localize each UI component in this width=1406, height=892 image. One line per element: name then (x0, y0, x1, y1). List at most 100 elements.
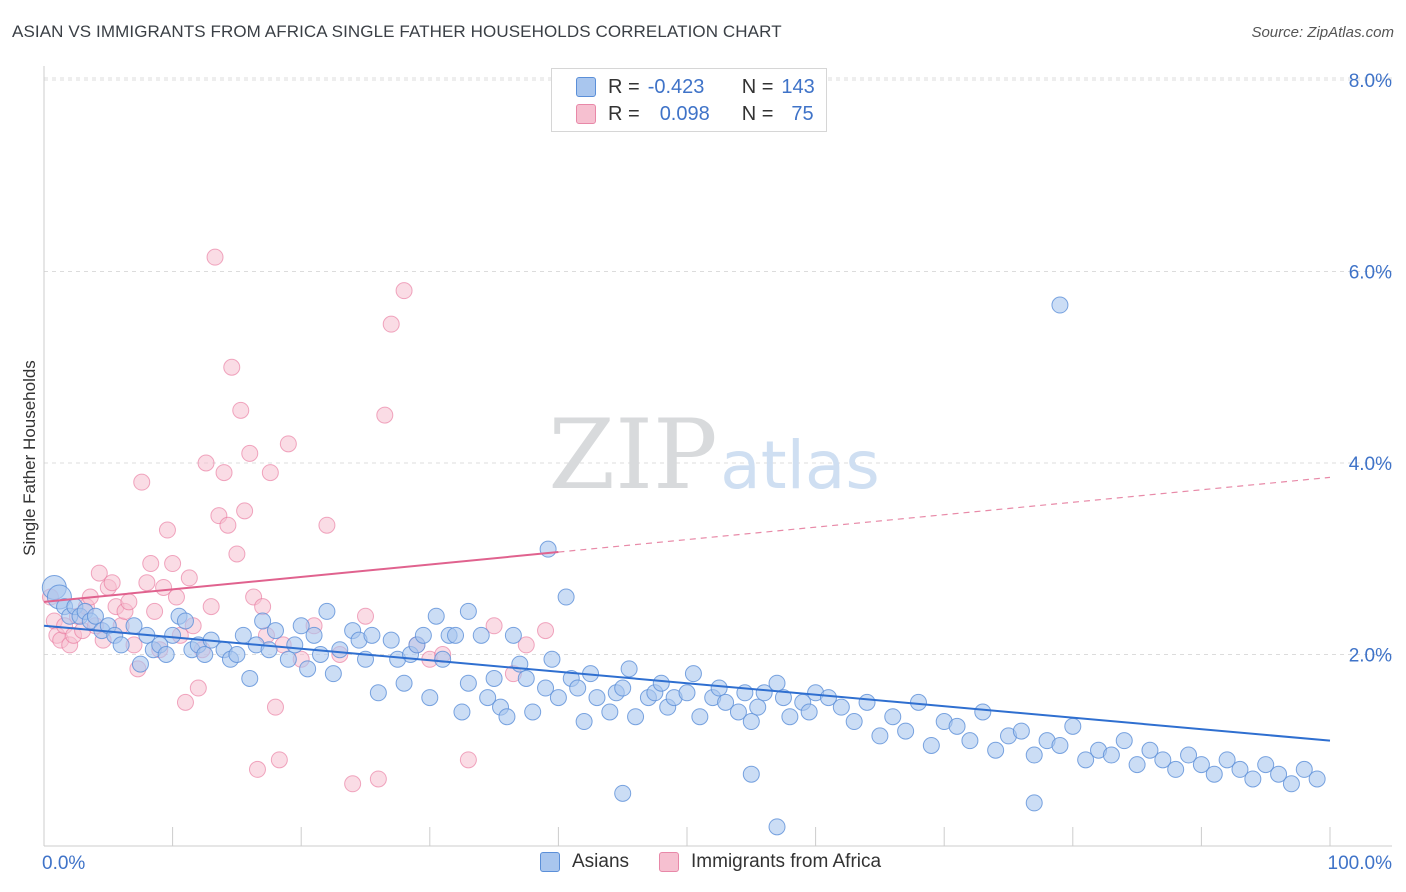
source-label: Source: ZipAtlas.com (1251, 24, 1394, 41)
data-point-asians (961, 732, 979, 750)
data-point-asians (691, 708, 709, 726)
data-point-asians (299, 660, 317, 678)
data-point-asians (131, 655, 149, 673)
data-point-asians (363, 626, 381, 644)
data-point-asians (414, 626, 432, 644)
data-point-asians (742, 713, 760, 731)
data-point-africa (90, 564, 108, 582)
data-point-asians (1308, 770, 1326, 788)
data-point-asians (228, 646, 246, 663)
data-point-africa (176, 693, 194, 711)
data-point-africa (395, 282, 413, 300)
data-point-asians (1051, 296, 1069, 314)
legend-n-value: 143 (781, 75, 815, 98)
x-tick-label-min: 0.0% (42, 853, 85, 874)
data-point-africa (261, 464, 279, 482)
data-point-asians (684, 665, 702, 683)
data-point-africa (158, 521, 176, 539)
data-point-asians (543, 650, 561, 668)
legend-swatch-asians (576, 77, 596, 97)
legend-item-asians[interactable]: Asians (540, 851, 629, 873)
data-point-asians (1051, 736, 1069, 754)
data-point-asians (871, 727, 889, 745)
data-point-asians (157, 646, 175, 663)
data-point-africa (232, 401, 250, 419)
chart-title: ASIAN VS IMMIGRANTS FROM AFRICA SINGLE F… (12, 22, 782, 41)
legend-n-label: N = (741, 102, 774, 125)
data-point-asians (729, 703, 747, 721)
data-point-asians (472, 626, 490, 644)
data-point-asians (1025, 794, 1043, 812)
data-point-africa (459, 751, 477, 769)
data-point-asians (517, 669, 535, 687)
data-point-africa (517, 636, 535, 654)
data-point-africa (266, 698, 284, 716)
data-point-asians (260, 641, 278, 659)
data-point-asians (86, 607, 104, 625)
data-point-asians (241, 669, 259, 687)
data-point-africa (223, 358, 241, 376)
data-point-asians (1102, 746, 1120, 764)
data-point-asians (1295, 760, 1313, 778)
data-point-asians (266, 622, 284, 640)
data-point-asians (311, 646, 329, 663)
data-point-asians (434, 650, 452, 668)
data-point-africa (167, 588, 185, 606)
data-point-asians (459, 674, 477, 692)
tick-labels: 2.0% 4.0% 6.0% 8.0% 0.0% 100.0% (42, 71, 1392, 874)
data-point-asians (1115, 732, 1133, 750)
data-point-asians (948, 717, 966, 735)
data-point-asians (800, 703, 818, 721)
legend-r-value: -0.423 (647, 75, 705, 98)
data-point-asians (112, 636, 130, 654)
data-point-asians (318, 602, 336, 620)
legend-n-label: N = (741, 75, 774, 98)
data-point-africa (133, 473, 151, 491)
data-point-asians (1282, 775, 1300, 793)
legend-item-africa[interactable]: Immigrants from Africa (659, 851, 881, 873)
data-point-africa (146, 602, 164, 620)
data-point-asians (1218, 751, 1236, 769)
data-point-asians (974, 703, 992, 721)
data-point-asians (382, 631, 400, 649)
data-point-asians (614, 784, 632, 802)
series-immigrants-from-africa (41, 248, 555, 793)
data-point-africa (382, 315, 400, 333)
data-point-asians (1167, 760, 1185, 778)
legend-label-africa: Immigrants from Africa (691, 851, 882, 872)
legend-swatch-africa (659, 852, 680, 872)
data-point-asians (479, 689, 497, 707)
data-point-asians (774, 689, 792, 707)
data-point-asians (1244, 770, 1262, 788)
data-point-asians (742, 765, 760, 783)
data-point-africa (376, 406, 394, 424)
data-point-asians (768, 818, 786, 836)
data-point-africa (485, 617, 503, 635)
data-point-asians (453, 703, 471, 721)
y-tick-label: 2.0% (1349, 646, 1392, 667)
legend-r-value: 0.098 (659, 102, 710, 125)
data-point-africa (206, 248, 224, 266)
data-point-africa (103, 574, 121, 592)
trend-lines (43, 476, 1331, 742)
watermark: ZIP atlas (548, 399, 879, 511)
data-point-asians (1025, 746, 1043, 764)
data-point-asians (305, 626, 323, 644)
data-point-africa (219, 516, 237, 534)
data-point-africa (248, 760, 266, 778)
data-point-asians (652, 674, 670, 692)
data-point-asians (987, 741, 1005, 759)
legend-r-label: R = (608, 75, 640, 98)
data-point-asians (196, 646, 214, 663)
data-point-asians (601, 703, 619, 721)
data-point-africa (279, 435, 297, 453)
data-point-asians (1257, 756, 1275, 774)
data-point-asians (331, 641, 349, 659)
data-point-asians (1128, 756, 1146, 774)
watermark-atlas: atlas (720, 427, 880, 504)
data-point-asians (717, 693, 735, 711)
data-point-africa (138, 574, 156, 592)
data-point-asians (427, 607, 445, 625)
data-point-asians (1012, 722, 1030, 740)
data-point-asians (627, 708, 645, 726)
